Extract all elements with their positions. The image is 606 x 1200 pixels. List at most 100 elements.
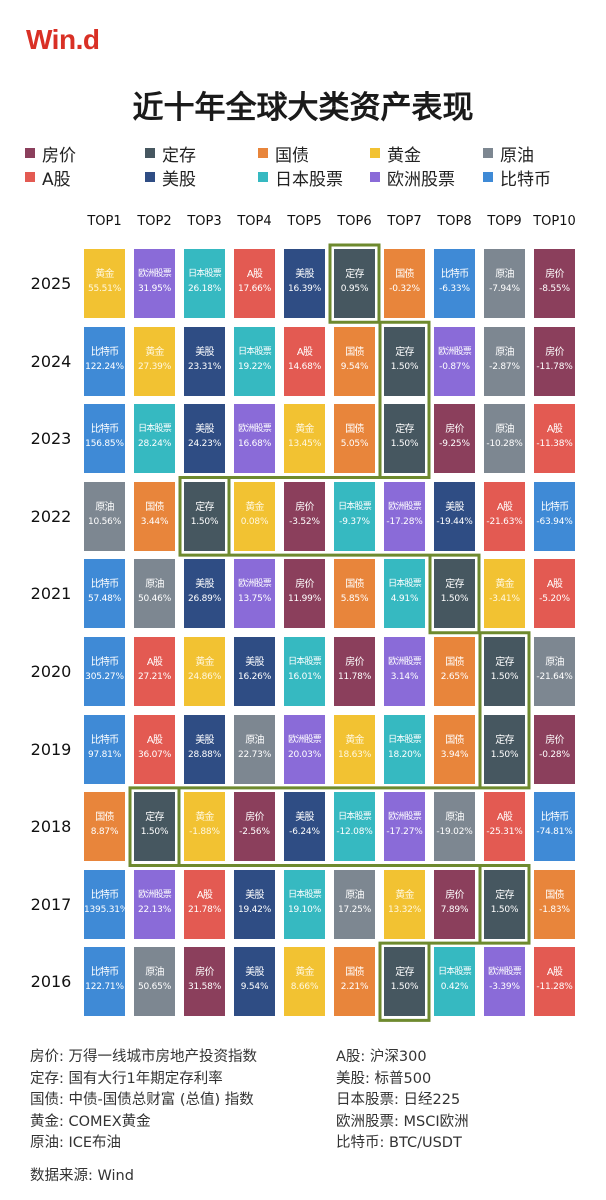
asset-cell: 定存 1.50% bbox=[484, 869, 525, 939]
asset-name: 欧洲股票 bbox=[488, 967, 522, 978]
legend-label: 国债 bbox=[275, 145, 309, 166]
asset-name: 国债 bbox=[395, 269, 414, 280]
asset-cell: 美股 24.23% bbox=[184, 404, 225, 474]
asset-name: 原油 bbox=[495, 346, 514, 358]
asset-return: 26.18% bbox=[187, 284, 222, 294]
chart-title: 近十年全球大类资产表现 bbox=[132, 90, 474, 126]
legend-swatch bbox=[145, 172, 155, 182]
asset-return: 3.14% bbox=[390, 672, 419, 682]
year-label: 2016 bbox=[30, 972, 72, 992]
footnote: 原油: ICE布油 bbox=[30, 1135, 122, 1151]
asset-name: 房价 bbox=[195, 967, 214, 979]
asset-name: 原油 bbox=[495, 424, 514, 436]
asset-cell: 定存 1.50% bbox=[384, 326, 425, 396]
asset-return: 122.71% bbox=[85, 982, 124, 993]
asset-name: A股 bbox=[296, 346, 313, 358]
asset-cell: 房价 -11.78% bbox=[534, 326, 575, 396]
asset-cell: A股 -25.31% bbox=[484, 792, 525, 862]
asset-name: 定存 bbox=[145, 812, 164, 824]
footnote: 美股: 标普500 bbox=[336, 1070, 432, 1087]
asset-name: 黄金 bbox=[145, 346, 164, 358]
asset-return: 9.54% bbox=[240, 982, 269, 993]
year-label: 2025 bbox=[30, 274, 72, 293]
asset-name: 黄金 bbox=[295, 967, 314, 979]
asset-name: 原油 bbox=[345, 889, 364, 901]
asset-name: A股 bbox=[546, 967, 563, 979]
asset-name: 欧洲股票 bbox=[138, 269, 172, 279]
asset-name: 比特币 bbox=[90, 346, 119, 358]
asset-name: 国债 bbox=[345, 346, 364, 358]
asset-return: 26.89% bbox=[187, 594, 222, 605]
column-header: TOP10 bbox=[533, 214, 576, 229]
asset-name: 欧洲股票 bbox=[438, 346, 472, 357]
asset-cell: 日本股票 26.18% bbox=[184, 249, 225, 318]
legend-item: 原油 bbox=[483, 142, 534, 166]
asset-name: 比特币 bbox=[90, 889, 119, 901]
asset-cell: 国债 -0.32% bbox=[384, 249, 425, 318]
asset-return: 55.51% bbox=[87, 284, 122, 294]
asset-name: 国债 bbox=[345, 424, 364, 436]
asset-cell: 房价 -9.25% bbox=[434, 404, 475, 474]
legend-item: 欧洲股票 bbox=[370, 166, 455, 190]
asset-cell: 日本股票 18.20% bbox=[384, 714, 425, 784]
legend-swatch bbox=[370, 172, 380, 182]
asset-cell: 国债 5.85% bbox=[334, 559, 375, 629]
asset-cell: 黄金 27.39% bbox=[134, 326, 175, 396]
asset-return: -17.28% bbox=[386, 516, 423, 527]
asset-name: 国债 bbox=[145, 501, 164, 513]
asset-cell: 欧洲股票 22.13% bbox=[134, 869, 175, 939]
year-label: 2020 bbox=[30, 662, 72, 681]
asset-cell: 国债 3.94% bbox=[434, 714, 475, 784]
asset-cell: 房价 11.78% bbox=[334, 637, 375, 706]
asset-cell: 美股 9.54% bbox=[234, 947, 275, 1017]
asset-return: -9.25% bbox=[439, 439, 470, 450]
asset-return: 1.50% bbox=[440, 594, 469, 605]
asset-cell: 比特币 97.81% bbox=[84, 714, 125, 784]
asset-name: 美股 bbox=[195, 346, 214, 358]
footnote: 黄金: COMEX黄金 bbox=[30, 1113, 151, 1130]
asset-return: 1.50% bbox=[390, 982, 419, 993]
asset-name: 原油 bbox=[145, 967, 164, 979]
asset-cell: 日本股票 19.10% bbox=[284, 869, 325, 939]
asset-name: 欧洲股票 bbox=[388, 812, 422, 823]
asset-cell: 房价 11.99% bbox=[284, 559, 325, 629]
asset-cell: 定存 1.50% bbox=[184, 481, 225, 551]
legend-swatch bbox=[25, 172, 35, 182]
asset-return: -1.83% bbox=[539, 904, 570, 915]
asset-return: -21.63% bbox=[486, 516, 523, 527]
asset-return: 16.01% bbox=[287, 672, 322, 682]
asset-return: 0.95% bbox=[340, 284, 369, 294]
asset-cell: A股 17.66% bbox=[234, 249, 275, 318]
asset-return: 17.66% bbox=[237, 284, 272, 294]
asset-return: 1.50% bbox=[190, 516, 219, 527]
column-header: TOP5 bbox=[287, 214, 322, 229]
asset-name: 房价 bbox=[345, 657, 364, 668]
asset-name: 黄金 bbox=[95, 269, 114, 280]
asset-name: 美股 bbox=[295, 269, 314, 280]
asset-return: 9.54% bbox=[340, 361, 369, 372]
asset-return: 1.50% bbox=[390, 439, 419, 450]
asset-cell: 国债 5.05% bbox=[334, 404, 375, 474]
asset-cell: 欧洲股票 -17.27% bbox=[384, 792, 425, 862]
legend-swatch bbox=[25, 148, 35, 158]
asset-return: -5.20% bbox=[539, 594, 570, 605]
asset-cell: 原油 22.73% bbox=[234, 714, 275, 784]
asset-return: 0.42% bbox=[440, 982, 469, 993]
asset-return: 24.86% bbox=[187, 672, 222, 682]
asset-return: 16.39% bbox=[287, 284, 322, 294]
asset-return: 21.78% bbox=[187, 904, 222, 915]
asset-cell: 美股 23.31% bbox=[184, 326, 225, 396]
asset-name: 美股 bbox=[245, 657, 264, 668]
asset-return: 122.24% bbox=[85, 361, 124, 372]
asset-name: 美股 bbox=[195, 579, 214, 591]
asset-name: 房价 bbox=[445, 424, 464, 436]
asset-return: 5.05% bbox=[340, 439, 369, 450]
asset-return: 1.50% bbox=[490, 904, 519, 915]
asset-return: 13.32% bbox=[387, 904, 422, 915]
year-label: 2019 bbox=[30, 739, 72, 759]
asset-name: 房价 bbox=[295, 501, 314, 513]
year-label: 2021 bbox=[30, 584, 72, 604]
asset-cell: 房价 -3.52% bbox=[284, 481, 325, 551]
asset-name: 日本股票 bbox=[388, 579, 422, 590]
asset-name: 定存 bbox=[345, 269, 364, 280]
